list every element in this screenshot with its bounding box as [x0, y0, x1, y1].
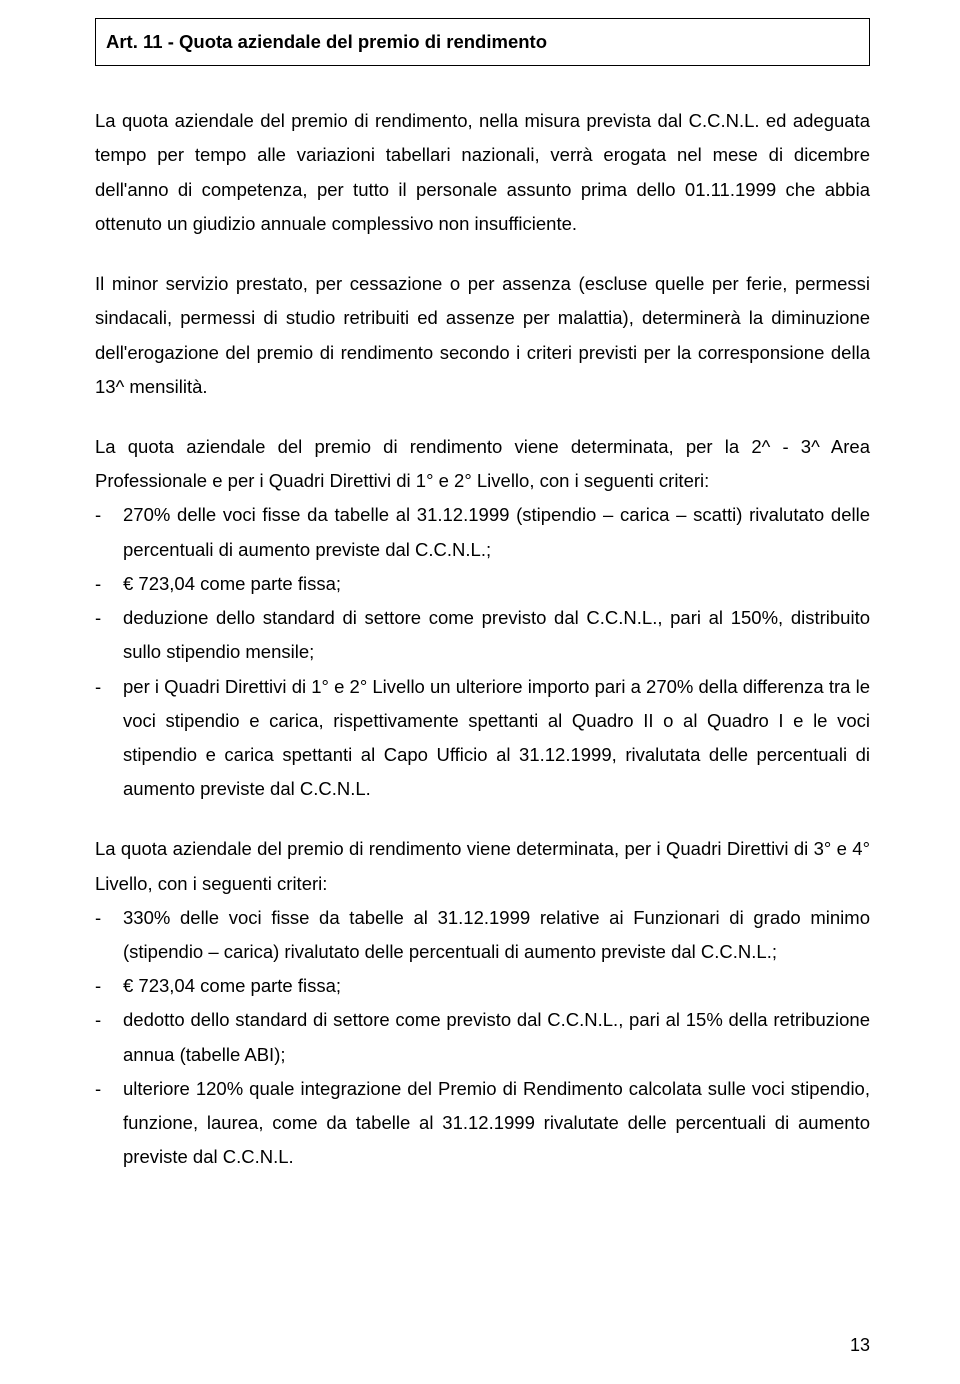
- article-title-box: Art. 11 - Quota aziendale del premio di …: [95, 18, 870, 66]
- list-item: dedotto dello standard di settore come p…: [95, 1003, 870, 1071]
- criteria-1-intro: La quota aziendale del premio di rendime…: [95, 436, 870, 491]
- list-item: 270% delle voci fisse da tabelle al 31.1…: [95, 498, 870, 566]
- list-item: € 723,04 come parte fissa;: [95, 567, 870, 601]
- article-title: Art. 11 - Quota aziendale del premio di …: [106, 25, 859, 59]
- criteria-2-intro: La quota aziendale del premio di rendime…: [95, 838, 870, 893]
- list-item: 330% delle voci fisse da tabelle al 31.1…: [95, 901, 870, 969]
- criteria-block-1: La quota aziendale del premio di rendime…: [95, 430, 870, 806]
- list-item: per i Quadri Direttivi di 1° e 2° Livell…: [95, 670, 870, 807]
- list-item: € 723,04 come parte fissa;: [95, 969, 870, 1003]
- criteria-block-2: La quota aziendale del premio di rendime…: [95, 832, 870, 1174]
- criteria-1-list: 270% delle voci fisse da tabelle al 31.1…: [95, 498, 870, 806]
- criteria-2-list: 330% delle voci fisse da tabelle al 31.1…: [95, 901, 870, 1175]
- paragraph-1: La quota aziendale del premio di rendime…: [95, 104, 870, 241]
- paragraph-2: Il minor servizio prestato, per cessazio…: [95, 267, 870, 404]
- page-number: 13: [850, 1329, 870, 1362]
- list-item: deduzione dello standard di settore come…: [95, 601, 870, 669]
- list-item: ulteriore 120% quale integrazione del Pr…: [95, 1072, 870, 1175]
